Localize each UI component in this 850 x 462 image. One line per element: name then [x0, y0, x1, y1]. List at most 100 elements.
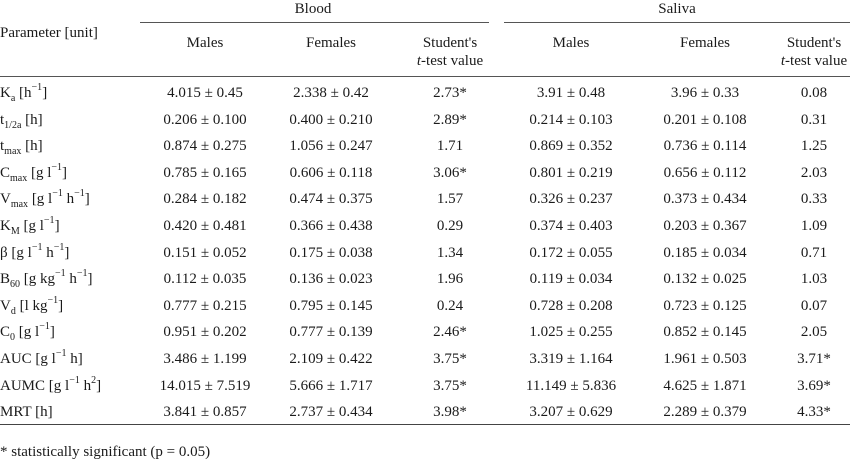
blood-males-cell: 0.420 ± 0.481	[163, 218, 247, 234]
blood-males-cell: 3.486 ± 1.199	[163, 351, 247, 367]
blood-ttest-cell: 3.75*	[433, 378, 467, 394]
blood-ttest-header-line1: Student's	[422, 35, 478, 51]
blood-males-header: Males	[186, 35, 224, 51]
saliva-females-cell: 2.289 ± 0.379	[663, 404, 747, 420]
parameter-p-end: h	[62, 191, 75, 207]
parameter-p-end2: ]	[64, 245, 70, 261]
blood-females-cell: 2.737 ± 0.434	[289, 404, 373, 420]
parameter-p-sub: 60	[10, 279, 21, 290]
blood-females-cell: 2.109 ± 0.422	[289, 351, 373, 367]
parameter-p-sup: −1	[55, 268, 66, 279]
parameter-p-rest: [g kg	[20, 271, 56, 287]
saliva-females-cell: 3.96 ± 0.33	[670, 85, 740, 101]
saliva-females-cell: 0.852 ± 0.145	[663, 324, 747, 340]
saliva-ttest-cell: 4.33*	[797, 404, 831, 420]
table-bottom-rule	[0, 424, 850, 425]
parameter-cell: C0 [g l−1]	[0, 322, 55, 343]
saliva-females-cell: 0.373 ± 0.434	[663, 191, 747, 207]
parameter-p-rest: [h]	[21, 138, 43, 154]
parameter-p-sup: −1	[69, 375, 80, 386]
saliva-ttest-cell: 0.31	[800, 112, 828, 128]
parameter-p-rest: [l kg	[15, 298, 48, 314]
blood-males-cell: 0.874 ± 0.275	[163, 138, 247, 154]
blood-ttest-cell: 2.46*	[433, 324, 467, 340]
footnote: * statistically significant (p = 0.05)	[0, 444, 211, 460]
group-header-blood: Blood	[294, 1, 332, 17]
blood-group-rule	[140, 22, 489, 23]
blood-females-cell: 0.136 ± 0.023	[289, 271, 373, 287]
saliva-ttest-header-line1: Student's	[786, 35, 842, 51]
blood-females-cell: 0.366 ± 0.438	[289, 218, 373, 234]
blood-males-cell: 0.112 ± 0.035	[163, 271, 247, 287]
blood-males-cell: 0.951 ± 0.202	[163, 324, 247, 340]
saliva-ttest-cell: 1.09	[800, 218, 828, 234]
parameter-p-rest: [g l	[45, 378, 70, 394]
parameter-p-sup: −1	[52, 188, 63, 199]
parameter-p-rest: [h]	[31, 404, 53, 420]
parameter-column-header: Parameter [unit]	[0, 25, 98, 41]
parameter-cell: Vd [l kg−1]	[0, 296, 64, 317]
saliva-males-cell: 0.214 ± 0.103	[529, 112, 613, 128]
parameter-cell: Ka [h−1]	[0, 83, 48, 104]
saliva-males-cell: 1.025 ± 0.255	[529, 324, 613, 340]
saliva-ttest-cell: 3.71*	[797, 351, 831, 367]
parameter-p-main: B	[0, 271, 11, 287]
saliva-females-cell: 0.723 ± 0.125	[663, 298, 747, 314]
saliva-ttest-cell: 1.25	[800, 138, 828, 154]
parameter-p-main: AUMC	[0, 378, 46, 394]
parameter-p-sub: max	[10, 173, 28, 184]
parameter-p-rest: [g l	[7, 245, 32, 261]
saliva-males-cell: 0.172 ± 0.055	[529, 245, 613, 261]
saliva-males-cell: 0.801 ± 0.219	[529, 165, 613, 181]
blood-females-cell: 0.400 ± 0.210	[289, 112, 373, 128]
parameter-cell: Vmax [g l−1 h−1]	[0, 188, 90, 210]
saliva-females-cell: 0.203 ± 0.367	[663, 218, 747, 234]
parameter-p-main: V	[0, 298, 11, 314]
saliva-ttest-cell: 0.33	[800, 191, 828, 207]
saliva-males-cell: 0.119 ± 0.034	[529, 271, 613, 287]
parameter-p-end: ]	[42, 85, 48, 101]
saliva-males-cell: 3.319 ± 1.164	[529, 351, 613, 367]
parameter-p-sub: d	[10, 306, 16, 317]
parameter-p-sub: M	[10, 226, 20, 237]
parameter-p-end: ]	[62, 165, 68, 181]
parameter-p-sup: −1	[43, 215, 55, 226]
blood-ttest-cell: 3.75*	[433, 351, 467, 367]
parameter-p-end: ]	[58, 298, 64, 314]
parameter-p-end: h]	[66, 351, 83, 367]
parameter-p-rest: [g l	[31, 351, 56, 367]
blood-ttest-cell: 3.06*	[433, 165, 467, 181]
blood-ttest-cell: 1.34	[436, 245, 464, 261]
parameter-p-sup2: −1	[53, 242, 65, 253]
saliva-ttest-header-line2: t-test value	[780, 53, 848, 69]
parameter-p-rest: [g l	[15, 324, 40, 340]
saliva-females-cell: 4.625 ± 1.871	[663, 378, 747, 394]
blood-females-cell: 0.606 ± 0.118	[289, 165, 373, 181]
parameter-p-sup: −1	[51, 162, 63, 173]
blood-males-cell: 0.151 ± 0.052	[163, 245, 247, 261]
blood-females-cell: 5.666 ± 1.717	[289, 378, 373, 394]
parameter-p-end2: ]	[87, 271, 93, 287]
blood-males-cell: 4.015 ± 0.45	[167, 85, 243, 101]
blood-females-cell: 1.056 ± 0.247	[289, 138, 373, 154]
parameter-p-sup2: 2	[91, 375, 97, 386]
parameter-p-end: ]	[54, 218, 60, 234]
parameter-p-sup: −1	[31, 242, 43, 253]
parameter-p-main: C	[0, 165, 11, 181]
saliva-ttest-cell: 2.03	[800, 165, 828, 181]
parameter-p-rest: [h	[15, 85, 32, 101]
parameter-p-main: t	[0, 138, 5, 154]
saliva-females-cell: 0.736 ± 0.114	[663, 138, 747, 154]
blood-males-cell: 0.206 ± 0.100	[163, 112, 247, 128]
parameter-p-sup: −1	[55, 348, 67, 359]
parameter-p-sup2: −1	[76, 268, 88, 279]
saliva-ttest-cell: 2.05	[800, 324, 828, 340]
parameter-cell: t1/2a [h]	[0, 111, 43, 131]
parameter-cell: KM [g l−1]	[0, 215, 60, 237]
saliva-females-cell: 0.656 ± 0.112	[663, 165, 747, 181]
blood-females-cell: 0.175 ± 0.038	[289, 245, 373, 261]
parameter-p-end2: ]	[84, 191, 90, 207]
parameter-p-main: C	[0, 324, 11, 340]
parameter-p-end: h	[42, 245, 54, 261]
parameter-cell: tmax [h]	[0, 137, 43, 157]
